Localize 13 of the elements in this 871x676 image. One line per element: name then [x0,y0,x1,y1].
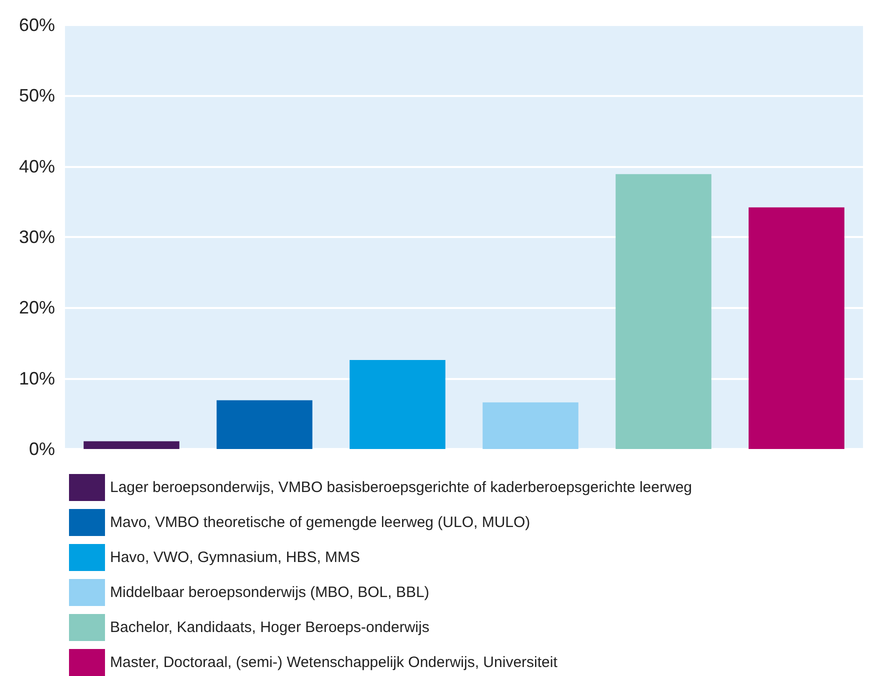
y-tick-label: 30% [18,227,55,247]
legend-label: Havo, VWO, Gymnasium, HBS, MMS [110,549,360,566]
legend-label: Lager beroepsonderwijs, VMBO basisberoepsgerichte of kaderberoepsgerichte leerweg [110,479,692,496]
legend-label: Bachelor, Kandidaats, Hoger Beroeps-onderwijs [110,619,430,636]
y-tick-label: 0% [28,439,55,459]
y-tick-label: 10% [18,368,55,388]
y-tick-label: 50% [18,86,55,106]
y-tick-label: 20% [18,298,55,318]
y-tick-label: 40% [18,156,55,176]
legend-label: Middelbaar beroepsonderwijs (MBO, BOL, BBL) [110,584,430,601]
legend-label: Mavo, VMBO theoretische of gemengde leerweg (ULO, MULO) [110,514,530,531]
legend-label: Master, Doctoraal, (semi-) Wetenschappelijk Onderwijs, Universiteit [110,654,558,671]
y-tick-label: 60% [18,15,55,35]
